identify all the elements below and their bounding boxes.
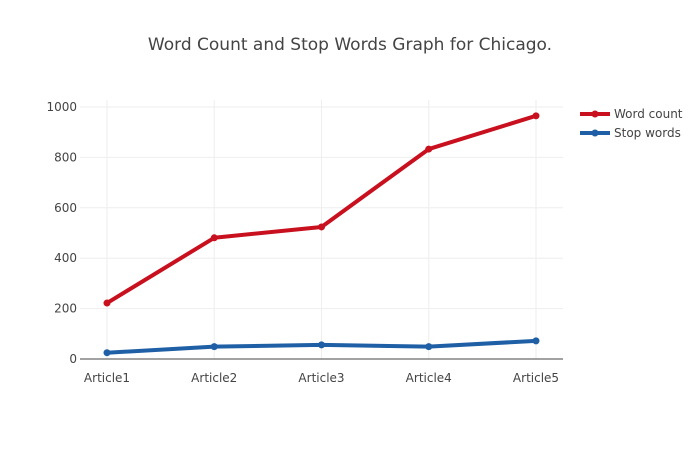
chart-title: Word Count and Stop Words Graph for Chic… [148,35,552,55]
axis-layer: 0 200 400 600 800 1000 Article1 Article2 Article… [46,100,563,385]
series-1 [103,337,540,357]
legend-item[interactable]: Stop words [580,126,681,140]
data-point[interactable] [425,343,433,351]
y-tick-label: 800 [54,150,77,164]
grid-layer [80,100,563,359]
data-point[interactable] [103,349,111,357]
data-point[interactable] [425,145,433,153]
legend-swatch-marker [591,129,599,137]
legend-label: Word count [614,107,683,121]
x-tick-label: Article4 [406,371,452,385]
y-tick-label: 200 [54,302,77,316]
x-tick-label: Article3 [298,371,344,385]
data-point[interactable] [103,299,111,307]
x-tick-label: Article5 [513,371,559,385]
series-0 [103,112,540,307]
data-point[interactable] [318,341,325,349]
y-tick-label: 0 [69,352,77,366]
x-tick-label: Article1 [84,371,130,385]
legend[interactable]: Word count Stop words [580,107,683,140]
x-tick-label: Article2 [191,371,237,385]
y-tick-label: 1000 [46,100,77,114]
legend-swatch-marker [591,110,599,118]
data-point[interactable] [210,234,218,242]
data-point[interactable] [532,112,540,120]
y-tick-label: 600 [54,201,77,215]
data-point[interactable] [532,337,540,345]
legend-label: Stop words [614,126,681,140]
y-tick-label: 400 [54,251,77,265]
data-point[interactable] [210,343,218,351]
series-layer [103,112,540,357]
data-point[interactable] [318,223,325,231]
legend-item[interactable]: Word count [580,107,683,121]
